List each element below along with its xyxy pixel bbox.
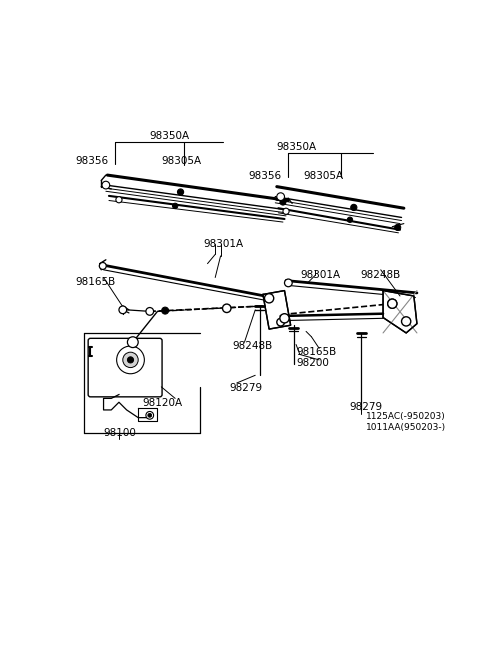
Circle shape: [351, 204, 357, 210]
Circle shape: [102, 181, 110, 189]
Circle shape: [127, 337, 138, 348]
Circle shape: [146, 307, 154, 315]
Circle shape: [99, 263, 106, 269]
Text: 98200: 98200: [296, 358, 329, 369]
Circle shape: [123, 352, 138, 367]
Text: 98100: 98100: [104, 428, 136, 438]
Circle shape: [388, 299, 397, 308]
Circle shape: [116, 196, 122, 203]
Text: 1125AC(-950203): 1125AC(-950203): [366, 412, 446, 421]
Circle shape: [283, 208, 289, 214]
Circle shape: [280, 313, 289, 323]
Text: 98279: 98279: [229, 383, 262, 393]
Circle shape: [178, 189, 184, 195]
Circle shape: [264, 294, 274, 303]
Circle shape: [148, 413, 152, 417]
Text: 98356: 98356: [248, 171, 281, 181]
Text: 98350A: 98350A: [150, 131, 190, 141]
Text: 98305A: 98305A: [304, 171, 344, 181]
Text: 98248B: 98248B: [232, 340, 272, 351]
FancyBboxPatch shape: [88, 338, 162, 397]
Circle shape: [127, 357, 133, 363]
Circle shape: [388, 299, 397, 308]
Circle shape: [223, 304, 231, 313]
Circle shape: [402, 317, 411, 326]
Text: 98165B: 98165B: [296, 347, 336, 357]
Circle shape: [172, 203, 178, 208]
Text: 1011AA(950203-): 1011AA(950203-): [366, 423, 446, 432]
Polygon shape: [383, 290, 417, 333]
Circle shape: [119, 306, 127, 313]
Text: 98356: 98356: [75, 156, 108, 166]
Text: 98165B: 98165B: [75, 277, 115, 286]
Text: 98301A: 98301A: [204, 239, 244, 249]
Polygon shape: [263, 290, 291, 329]
Circle shape: [395, 225, 401, 231]
Text: 98350A: 98350A: [277, 142, 317, 152]
Circle shape: [347, 217, 353, 223]
Text: 98279: 98279: [349, 402, 382, 412]
Circle shape: [162, 307, 168, 314]
Circle shape: [277, 193, 285, 200]
Text: 98248B: 98248B: [360, 270, 400, 280]
Circle shape: [146, 411, 154, 419]
Circle shape: [277, 318, 285, 326]
Text: 98120A: 98120A: [142, 398, 182, 409]
Text: 98301A: 98301A: [300, 270, 340, 280]
Circle shape: [285, 279, 292, 286]
Text: 98305A: 98305A: [161, 156, 202, 166]
Circle shape: [280, 199, 286, 205]
